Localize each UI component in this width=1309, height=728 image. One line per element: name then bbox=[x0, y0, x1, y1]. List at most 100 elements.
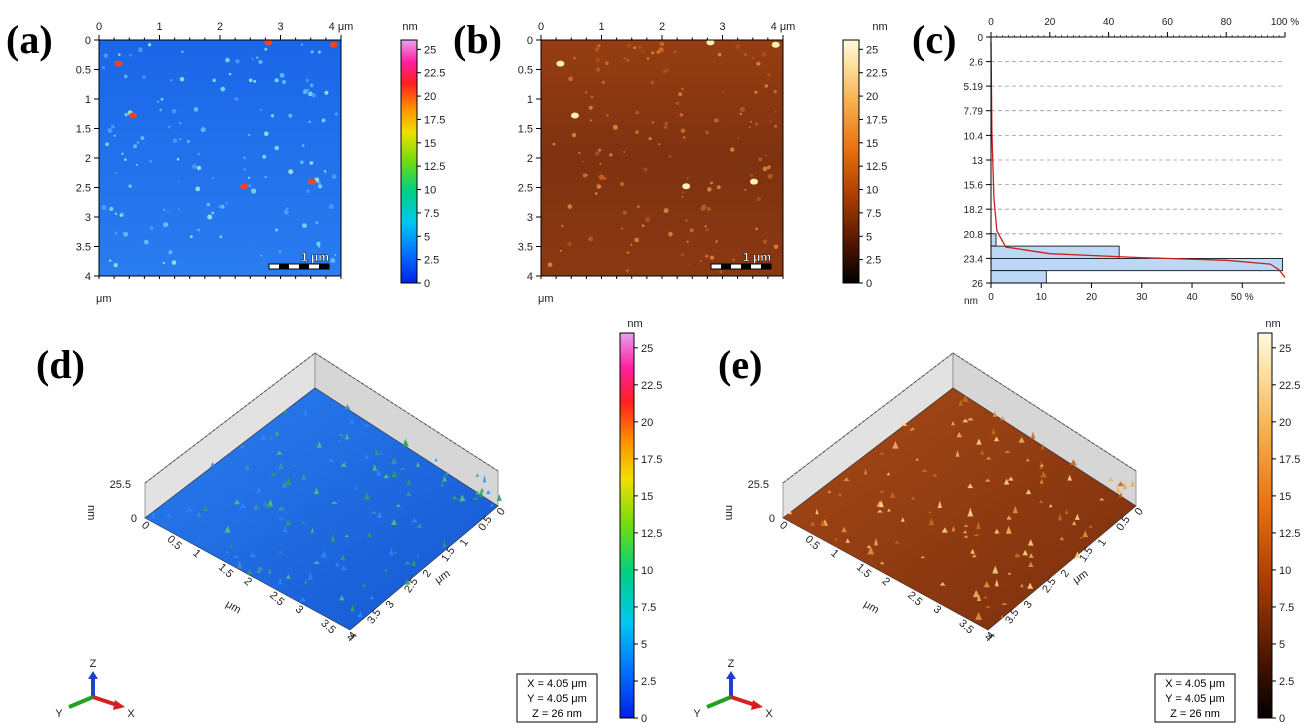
surface-peak bbox=[1074, 551, 1081, 559]
z-axis-label: nm bbox=[723, 505, 735, 520]
surface-particle bbox=[176, 157, 180, 161]
y-tick-label: 2.6 bbox=[969, 58, 983, 69]
surface-particle bbox=[307, 88, 309, 91]
surface-particle bbox=[136, 163, 138, 166]
y-unit-b: μm bbox=[538, 293, 554, 305]
surface-peak bbox=[951, 525, 956, 532]
surface-particle bbox=[171, 260, 177, 265]
surface-peak bbox=[992, 565, 999, 574]
surface-particle bbox=[766, 73, 771, 77]
surface-particle bbox=[177, 180, 180, 183]
surface-peak bbox=[827, 489, 832, 494]
bright-particle bbox=[329, 41, 338, 48]
surface-particle bbox=[301, 144, 305, 148]
surface-particle bbox=[578, 151, 581, 155]
surface-peak bbox=[391, 518, 397, 525]
surface-particle bbox=[719, 270, 723, 274]
surface-peak bbox=[348, 419, 356, 424]
y-tick-label: 3.5 bbox=[518, 242, 533, 254]
y-tick-label: 1 bbox=[85, 94, 91, 106]
surface-particle bbox=[279, 73, 285, 78]
surface-peak bbox=[993, 436, 1000, 442]
surface-peak bbox=[405, 491, 412, 497]
surface-peak bbox=[1019, 583, 1024, 588]
y-tick-label: 2.5 bbox=[76, 183, 91, 195]
surface-particle bbox=[664, 121, 668, 126]
y-tick-label: 10.4 bbox=[964, 131, 984, 142]
bearing-curve bbox=[990, 41, 1286, 278]
surface-particle bbox=[567, 204, 573, 209]
surface-particle bbox=[260, 254, 263, 257]
y-tick-label: 4 bbox=[527, 271, 533, 283]
surface-peak bbox=[892, 441, 899, 449]
surface-particle bbox=[707, 187, 712, 192]
bright-particle bbox=[706, 39, 715, 46]
surface-peak bbox=[364, 492, 371, 500]
colorbar-tick-label: 15 bbox=[641, 491, 653, 503]
y-tick-label: 15.6 bbox=[964, 181, 984, 192]
surface-peak bbox=[986, 456, 992, 460]
surface-particle bbox=[700, 206, 706, 211]
colorbar-unit: nm bbox=[627, 318, 642, 330]
surface-peak bbox=[340, 554, 346, 561]
surface-particle bbox=[735, 44, 740, 49]
y-tick-label: 1 bbox=[527, 94, 533, 106]
surface-particle bbox=[585, 91, 588, 94]
surface-peak bbox=[395, 504, 401, 507]
panel-label-c: (c) bbox=[912, 17, 956, 62]
surface-particle bbox=[598, 175, 601, 178]
y-tick-label: 2 bbox=[85, 153, 91, 165]
surface-particle bbox=[582, 173, 587, 178]
surface-particle bbox=[571, 132, 577, 138]
surface-particle bbox=[651, 121, 655, 124]
surface-peak bbox=[894, 540, 900, 544]
x-tick-label: 1 bbox=[156, 21, 162, 33]
surface-peak bbox=[994, 579, 999, 587]
surface-peak bbox=[399, 467, 406, 470]
y-tick-label: 2 bbox=[421, 568, 434, 580]
surface-particle bbox=[321, 118, 326, 123]
surface-particle bbox=[547, 262, 553, 268]
surface-particle bbox=[680, 128, 686, 133]
surface-peak bbox=[1040, 464, 1044, 467]
surface-peak bbox=[864, 468, 868, 475]
surface-particle bbox=[651, 51, 655, 55]
surface-peak bbox=[984, 478, 991, 482]
surface-particle bbox=[620, 182, 624, 187]
surface-particle bbox=[627, 43, 631, 48]
surface-particle bbox=[748, 126, 751, 128]
surface-peak bbox=[992, 410, 998, 417]
surface-particle bbox=[243, 168, 246, 171]
info-line: Z = 26 nm bbox=[532, 708, 582, 720]
surface-peak bbox=[1014, 552, 1021, 558]
surface-peak bbox=[343, 460, 347, 464]
surface-peak bbox=[1117, 481, 1125, 487]
surface-particle bbox=[107, 128, 113, 133]
surface-peak bbox=[972, 589, 980, 598]
surface-particle bbox=[762, 260, 765, 263]
y-tick-label: 0 bbox=[85, 35, 91, 47]
surface-peak bbox=[1039, 478, 1044, 484]
surface-particle bbox=[207, 214, 213, 220]
surface-particle bbox=[200, 127, 206, 133]
y-tick-label: 2.5 bbox=[518, 183, 533, 195]
surface-particle bbox=[143, 239, 149, 245]
z-tick-label: 0 bbox=[131, 513, 137, 525]
y-tick-label: 20.8 bbox=[964, 230, 984, 241]
surface-particle bbox=[163, 209, 166, 211]
surface-peak bbox=[837, 492, 843, 497]
surface-peak bbox=[973, 533, 980, 537]
surface-plane bbox=[144, 387, 499, 631]
surface-particle bbox=[620, 227, 624, 230]
surface-peak bbox=[967, 417, 974, 421]
y-axis-name: Y bbox=[693, 708, 701, 720]
scalebar-b-label: 1 μm bbox=[743, 250, 771, 264]
surface-plane bbox=[782, 387, 1137, 631]
surface-peak bbox=[370, 511, 377, 514]
surface-particle bbox=[737, 137, 740, 140]
colorbar-tick-label: 2.5 bbox=[641, 676, 656, 688]
surface-peak bbox=[876, 509, 883, 513]
surface-peak bbox=[310, 527, 314, 533]
surface-particle bbox=[715, 240, 718, 243]
surface-particle bbox=[323, 170, 327, 173]
